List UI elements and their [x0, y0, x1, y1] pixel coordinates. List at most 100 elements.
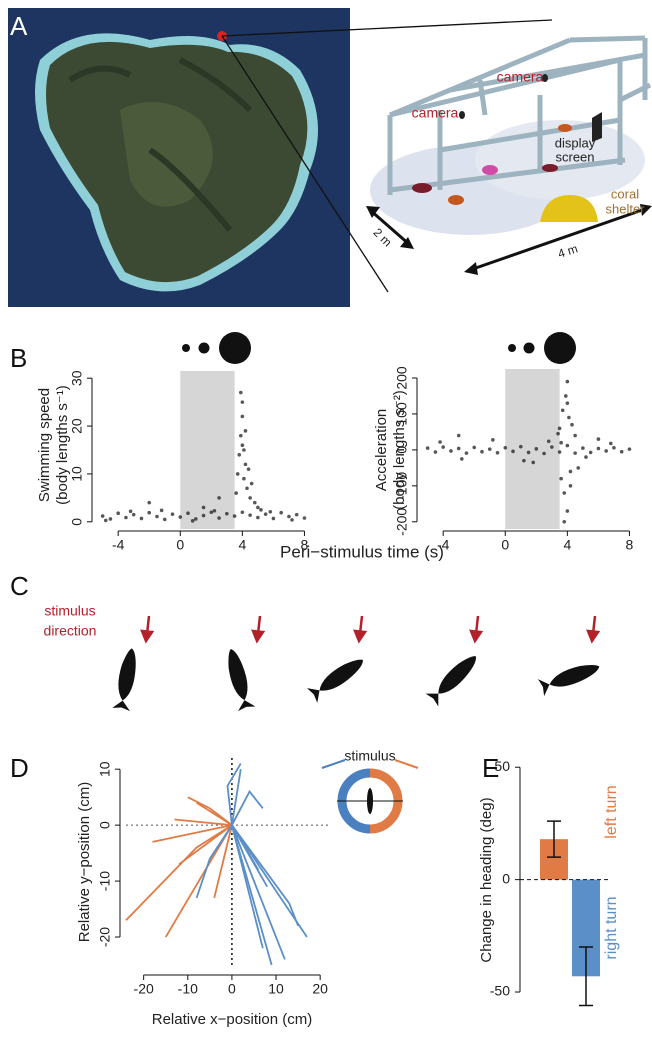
camera-label: camera — [497, 69, 544, 85]
y-tick-label: 30 — [69, 370, 85, 386]
point — [569, 470, 573, 474]
point — [434, 450, 438, 454]
point — [171, 512, 175, 516]
point — [245, 487, 249, 491]
point — [496, 451, 500, 455]
point — [279, 511, 283, 515]
point — [609, 442, 613, 446]
y-tick-label: 0 — [97, 821, 113, 829]
x-tick-label: 0 — [228, 981, 236, 997]
point — [124, 516, 128, 520]
point — [581, 446, 585, 450]
x-axis-label: Peri−stimulus time (s) — [280, 542, 444, 561]
point — [210, 510, 214, 514]
satellite-image — [8, 8, 350, 307]
point — [561, 409, 565, 413]
y-tick-label: 10 — [97, 761, 113, 777]
point — [236, 472, 240, 476]
y-tick-label: 200 — [394, 366, 410, 390]
x-tick-label: 0 — [176, 537, 184, 553]
point — [573, 451, 577, 455]
point — [559, 441, 563, 445]
point — [511, 450, 515, 454]
point — [295, 513, 299, 517]
point — [441, 445, 445, 449]
point — [566, 509, 570, 513]
y-tick-label: -20 — [97, 927, 113, 947]
point — [527, 451, 531, 455]
fish — [112, 647, 140, 711]
y-axis-label: (body lengths s⁻²) — [391, 390, 408, 510]
point — [241, 510, 245, 514]
point — [472, 446, 476, 450]
x-tick-label: 4 — [238, 537, 246, 553]
point — [460, 457, 464, 461]
trajectory — [166, 825, 232, 937]
point — [242, 448, 246, 452]
point — [248, 513, 252, 517]
inset-label: stimulus — [344, 748, 395, 764]
point — [597, 437, 601, 441]
point — [129, 509, 133, 513]
point — [213, 509, 217, 513]
point — [570, 423, 574, 427]
y-axis-label: Swimming speed — [36, 388, 53, 502]
fish — [222, 647, 255, 712]
x-tick-label: -10 — [178, 981, 198, 997]
stimulus-label: direction — [44, 623, 97, 639]
fish-silhouettes — [112, 647, 602, 712]
point — [256, 506, 260, 510]
point — [140, 517, 144, 521]
panel-label: B — [10, 343, 27, 373]
point — [225, 512, 229, 516]
point — [160, 509, 164, 513]
point — [503, 446, 507, 450]
point — [259, 508, 263, 512]
y-axis-label: Acceleration — [373, 409, 390, 492]
point — [550, 445, 554, 449]
x-tick-label: -4 — [112, 537, 125, 553]
point — [186, 511, 190, 515]
point — [272, 517, 276, 521]
point — [116, 511, 120, 515]
point — [566, 380, 570, 384]
x-tick-label: 10 — [268, 981, 284, 997]
point — [449, 449, 453, 453]
panel-label: C — [10, 571, 29, 601]
x-axis-label: Relative x−position (cm) — [152, 1011, 312, 1028]
point — [559, 477, 563, 481]
stimulus-shade — [180, 371, 234, 529]
figure: camera camera display screen coral shelt… — [0, 0, 652, 1036]
point — [287, 515, 291, 519]
panel-label: A — [10, 11, 28, 41]
point — [556, 432, 560, 436]
y-tick-label: 0 — [502, 870, 510, 886]
x-tick-label: 8 — [626, 537, 634, 553]
fish — [307, 653, 368, 703]
trajectory — [126, 825, 232, 920]
point — [241, 443, 245, 447]
point — [241, 400, 245, 404]
point — [438, 440, 442, 444]
fish — [426, 650, 483, 707]
point — [562, 520, 566, 524]
point — [242, 477, 246, 481]
point — [562, 491, 566, 495]
point — [566, 444, 570, 448]
point — [101, 514, 105, 518]
stimulus-arrows — [142, 616, 598, 641]
point — [612, 446, 616, 450]
y-tick-label: 20 — [69, 418, 85, 434]
y-tick-label: 10 — [69, 466, 85, 482]
point — [531, 461, 535, 465]
point — [542, 452, 546, 456]
point — [234, 491, 238, 495]
point — [564, 394, 568, 398]
panel-label: D — [10, 753, 29, 783]
heading-inset — [322, 760, 418, 829]
x-tick-label: 0 — [501, 537, 509, 553]
turn-annotation: right turn — [603, 896, 620, 959]
point — [558, 450, 562, 454]
fish — [538, 658, 602, 696]
point — [558, 427, 562, 431]
